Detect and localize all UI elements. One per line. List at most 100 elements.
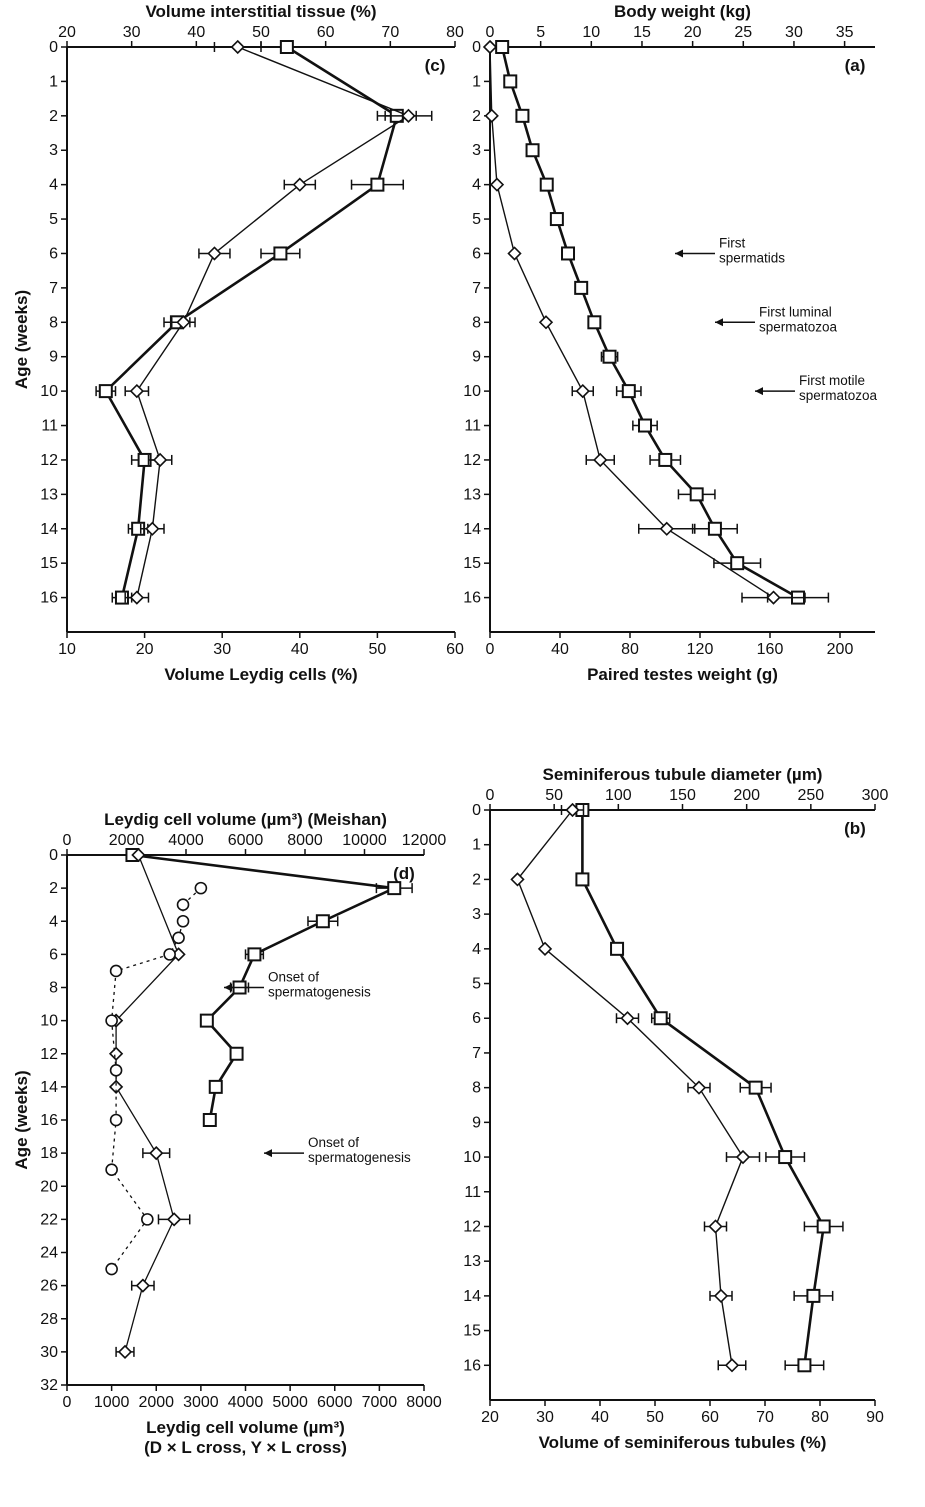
age-tick-label: 2 <box>49 108 58 125</box>
top-tick-label: 50 <box>252 24 270 41</box>
age-tick-label: 16 <box>463 1357 481 1374</box>
data-point-square <box>202 1113 217 1127</box>
bottom-tick-label: 80 <box>621 641 639 658</box>
bottom-tick-label: 60 <box>446 641 464 658</box>
bottom-tick-label: 40 <box>551 641 569 658</box>
data-point-square <box>748 1080 763 1095</box>
age-tick-label: 6 <box>49 245 58 262</box>
top-tick-label: 100 <box>605 787 632 804</box>
age-tick-label: 2 <box>472 108 481 125</box>
age-tick-label: 6 <box>49 946 58 963</box>
series-0 <box>575 803 844 1373</box>
annotation-text: First motile <box>799 373 865 388</box>
age-tick-label: 11 <box>464 418 481 435</box>
bottom-tick-label: 1000 <box>94 1394 130 1411</box>
top-tick-label: 60 <box>317 24 335 41</box>
data-point-square <box>515 108 530 123</box>
data-point-diamond <box>129 383 144 399</box>
series-1 <box>124 39 433 605</box>
bottom-tick-label: 0 <box>63 1394 72 1411</box>
age-tick-label: 0 <box>49 39 58 56</box>
top-tick-label: 30 <box>123 24 141 41</box>
age-tick-label: 10 <box>40 383 58 400</box>
age-tick-label: 15 <box>40 555 58 572</box>
top-tick-label: 5 <box>536 24 545 41</box>
annotation-text: spermatogenesis <box>308 1150 411 1165</box>
age-tick-label: 1 <box>472 837 481 854</box>
top-tick-label: 2000 <box>109 832 145 849</box>
data-point-circle <box>109 1113 123 1127</box>
data-point-diamond <box>401 108 416 123</box>
age-tick-label: 9 <box>472 349 481 366</box>
top-tick-label: 0 <box>63 832 72 849</box>
annotation-arrow-head <box>264 1149 272 1158</box>
top-tick-label: 300 <box>862 787 889 804</box>
data-point-square <box>610 941 625 956</box>
age-tick-label: 7 <box>49 280 58 297</box>
age-tick-label: 4 <box>472 177 481 194</box>
series-1 <box>482 39 806 605</box>
data-point-diamond <box>565 802 580 818</box>
age-axis-title: Age (weeks) <box>12 1070 31 1169</box>
panel-label: (d) <box>393 864 415 883</box>
top-tick-label: 200 <box>733 787 760 804</box>
top-tick-label: 0 <box>486 24 495 41</box>
top-tick-label: 35 <box>836 24 854 41</box>
data-point-square <box>561 246 576 261</box>
age-tick-label: 7 <box>472 280 481 297</box>
data-point-diamond <box>708 1219 723 1234</box>
annotation-arrow-head <box>755 387 763 396</box>
top-axis-title: Body weight (kg) <box>614 2 751 21</box>
data-point-square <box>730 556 745 571</box>
data-point-square <box>658 452 673 467</box>
top-tick-label: 50 <box>545 787 563 804</box>
data-point-circle <box>194 881 208 895</box>
bottom-tick-label: 50 <box>369 641 387 658</box>
data-point-circle <box>172 931 185 945</box>
data-point-diamond <box>537 941 553 956</box>
age-tick-label: 0 <box>472 39 481 56</box>
data-point-diamond <box>108 1046 124 1061</box>
age-tick-label: 16 <box>463 590 481 607</box>
data-point-square <box>539 177 554 192</box>
top-tick-label: 8000 <box>287 832 323 849</box>
bottom-tick-label: 3000 <box>183 1394 219 1411</box>
series-1 <box>510 802 761 1373</box>
age-tick-label: 5 <box>49 211 58 228</box>
age-tick-label: 8 <box>49 980 58 997</box>
age-tick-label: 8 <box>472 314 481 331</box>
bottom-tick-label: 8000 <box>406 1394 442 1411</box>
data-point-circle <box>109 1064 123 1077</box>
data-point-square <box>315 914 330 929</box>
top-tick-label: 20 <box>684 24 702 41</box>
age-tick-label: 15 <box>463 555 481 572</box>
data-point-square <box>208 1079 223 1094</box>
age-tick-label: 13 <box>463 1253 481 1270</box>
top-tick-label: 12000 <box>402 832 447 849</box>
top-tick-label: 4000 <box>168 832 204 849</box>
age-tick-label: 14 <box>463 1288 481 1305</box>
data-point-circle <box>176 898 190 911</box>
bottom-axis-title: Volume of seminiferous tubules (%) <box>539 1433 827 1452</box>
age-tick-label: 12 <box>463 452 481 469</box>
data-point-square <box>778 1150 793 1165</box>
age-tick-label: 10 <box>463 1149 481 1166</box>
series-1 <box>108 847 191 1360</box>
bottom-tick-label: 70 <box>756 1409 774 1426</box>
age-tick-label: 4 <box>49 913 58 930</box>
top-tick-label: 6000 <box>228 832 264 849</box>
data-point-square <box>816 1219 831 1234</box>
age-tick-label: 22 <box>40 1211 58 1228</box>
bottom-tick-label: 30 <box>213 641 231 658</box>
data-point-diamond <box>145 521 160 536</box>
annotation-text: First <box>719 235 745 250</box>
age-tick-label: 11 <box>41 418 58 435</box>
data-point-square <box>387 881 402 896</box>
top-tick-label: 20 <box>58 24 76 41</box>
bottom-tick-label: 20 <box>481 1409 499 1426</box>
top-axis-title: Seminiferous tubule diameter (µm) <box>543 765 823 784</box>
annotation-text: spermatogenesis <box>268 985 371 1000</box>
